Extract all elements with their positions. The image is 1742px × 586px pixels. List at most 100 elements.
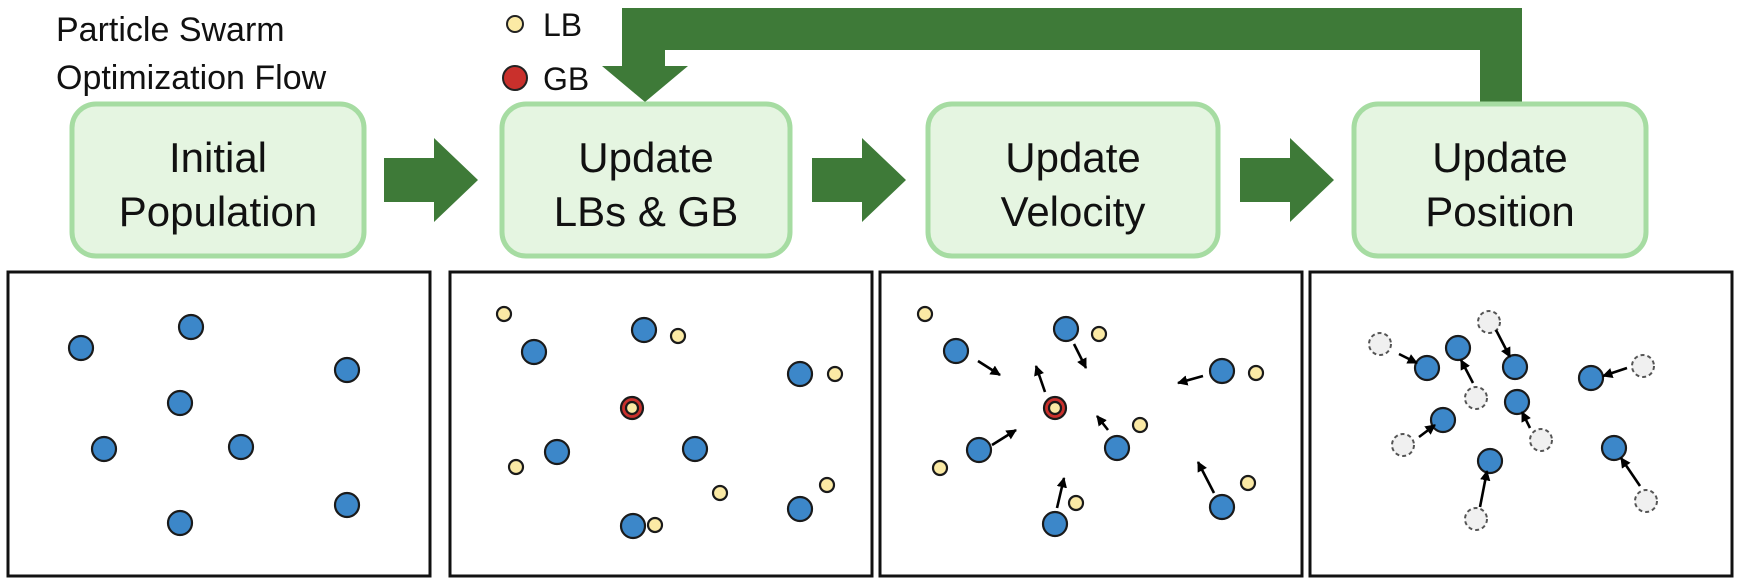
legend-gb-label: GB bbox=[543, 61, 589, 97]
velocity-arrow bbox=[991, 428, 1017, 447]
particle bbox=[1041, 510, 1069, 538]
local-best bbox=[1131, 416, 1149, 434]
particle bbox=[630, 316, 658, 344]
particle bbox=[1444, 334, 1472, 362]
legend-gb-icon bbox=[502, 65, 528, 91]
particle bbox=[90, 435, 118, 463]
panel-1-particles bbox=[67, 313, 361, 537]
panel-3-particles bbox=[916, 305, 1265, 538]
velocity-arrow bbox=[1520, 411, 1532, 429]
particle bbox=[786, 360, 814, 388]
local-best bbox=[495, 305, 513, 323]
previous-position bbox=[1368, 332, 1392, 356]
particle bbox=[942, 337, 970, 365]
step-update-lb-gb: Update LBs & GB bbox=[499, 101, 793, 259]
velocity-arrow bbox=[1478, 469, 1491, 508]
velocity-arrow bbox=[1072, 343, 1088, 369]
step-lbgb-line-2: LBs & GB bbox=[554, 188, 738, 235]
velocity-arrow bbox=[1095, 415, 1110, 431]
particle bbox=[520, 338, 548, 366]
particle bbox=[1600, 434, 1628, 462]
particle bbox=[67, 334, 95, 362]
particle bbox=[1476, 447, 1504, 475]
velocity-arrow bbox=[1619, 457, 1642, 487]
velocity-arrow bbox=[977, 359, 1001, 377]
particle bbox=[786, 495, 814, 523]
particle bbox=[543, 438, 571, 466]
step-initial-line-2: Population bbox=[119, 188, 318, 235]
particle bbox=[1503, 388, 1531, 416]
previous-position bbox=[1634, 489, 1658, 513]
panel-2-particles bbox=[495, 305, 844, 540]
particle bbox=[227, 433, 255, 461]
velocity-arrow bbox=[1459, 359, 1475, 384]
step-update-velocity: Update Velocity bbox=[925, 101, 1221, 259]
velocity-arrow bbox=[1494, 329, 1512, 358]
loop-arrow bbox=[602, 8, 1522, 102]
particle bbox=[1413, 354, 1441, 382]
title-line-2: Optimization Flow bbox=[56, 59, 327, 97]
local-best bbox=[711, 484, 729, 502]
panel-update-position bbox=[1308, 270, 1734, 578]
particle bbox=[1429, 406, 1457, 434]
particle bbox=[1208, 357, 1236, 385]
step-position-line-1: Update bbox=[1432, 134, 1567, 181]
title-line-1: Particle Swarm bbox=[56, 11, 285, 49]
diagram-title: Particle Swarm Optimization Flow bbox=[56, 6, 326, 102]
particle bbox=[166, 509, 194, 537]
previous-position bbox=[1631, 354, 1655, 378]
previous-position bbox=[1464, 507, 1488, 531]
velocity-arrow bbox=[1055, 476, 1067, 509]
global-best-inner bbox=[1047, 400, 1063, 416]
local-best bbox=[669, 327, 687, 345]
legend-lb-icon bbox=[506, 15, 524, 33]
step-lbgb-line-1: Update bbox=[578, 134, 713, 181]
step-velocity-line-2: Velocity bbox=[1001, 188, 1146, 235]
legend-lb-label: LB bbox=[543, 7, 582, 43]
particle bbox=[681, 435, 709, 463]
panel-4-particles bbox=[1368, 310, 1658, 531]
particle bbox=[619, 512, 647, 540]
flow-arrow-1 bbox=[384, 138, 478, 222]
particle bbox=[1052, 315, 1080, 343]
flow-arrow-2 bbox=[812, 138, 906, 222]
panel-update-velocity bbox=[878, 270, 1304, 578]
previous-position bbox=[1477, 310, 1501, 334]
local-best bbox=[931, 459, 949, 477]
particle bbox=[166, 389, 194, 417]
local-best bbox=[818, 476, 836, 494]
particle bbox=[1501, 353, 1529, 381]
local-best bbox=[826, 365, 844, 383]
step-velocity-line-1: Update bbox=[1005, 134, 1140, 181]
step-update-position: Update Position bbox=[1351, 101, 1649, 259]
step-initial-line-1: Initial bbox=[169, 134, 267, 181]
panel-initial-population bbox=[6, 270, 432, 578]
velocity-arrow bbox=[1418, 423, 1436, 439]
local-best bbox=[646, 516, 664, 534]
local-best bbox=[1239, 474, 1257, 492]
local-best bbox=[1090, 325, 1108, 343]
velocity-arrow bbox=[1602, 366, 1628, 378]
previous-position bbox=[1464, 386, 1488, 410]
previous-position bbox=[1529, 428, 1553, 452]
velocity-arrow bbox=[1176, 374, 1204, 386]
particle bbox=[965, 436, 993, 464]
particle bbox=[333, 356, 361, 384]
particle bbox=[333, 491, 361, 519]
step-initial-population: Initial Population bbox=[69, 101, 367, 259]
step-position-line-2: Position bbox=[1425, 188, 1574, 235]
previous-position bbox=[1391, 433, 1415, 457]
particle bbox=[177, 313, 205, 341]
particle bbox=[1103, 434, 1131, 462]
local-best bbox=[507, 458, 525, 476]
flow-arrow-3 bbox=[1240, 138, 1334, 222]
legend: LB GB bbox=[502, 7, 589, 97]
velocity-arrow bbox=[1398, 352, 1418, 365]
velocity-arrow bbox=[1196, 461, 1216, 494]
local-best bbox=[1067, 494, 1085, 512]
particle bbox=[1208, 493, 1236, 521]
particle bbox=[1577, 364, 1605, 392]
local-best bbox=[916, 305, 934, 323]
local-best bbox=[1247, 364, 1265, 382]
